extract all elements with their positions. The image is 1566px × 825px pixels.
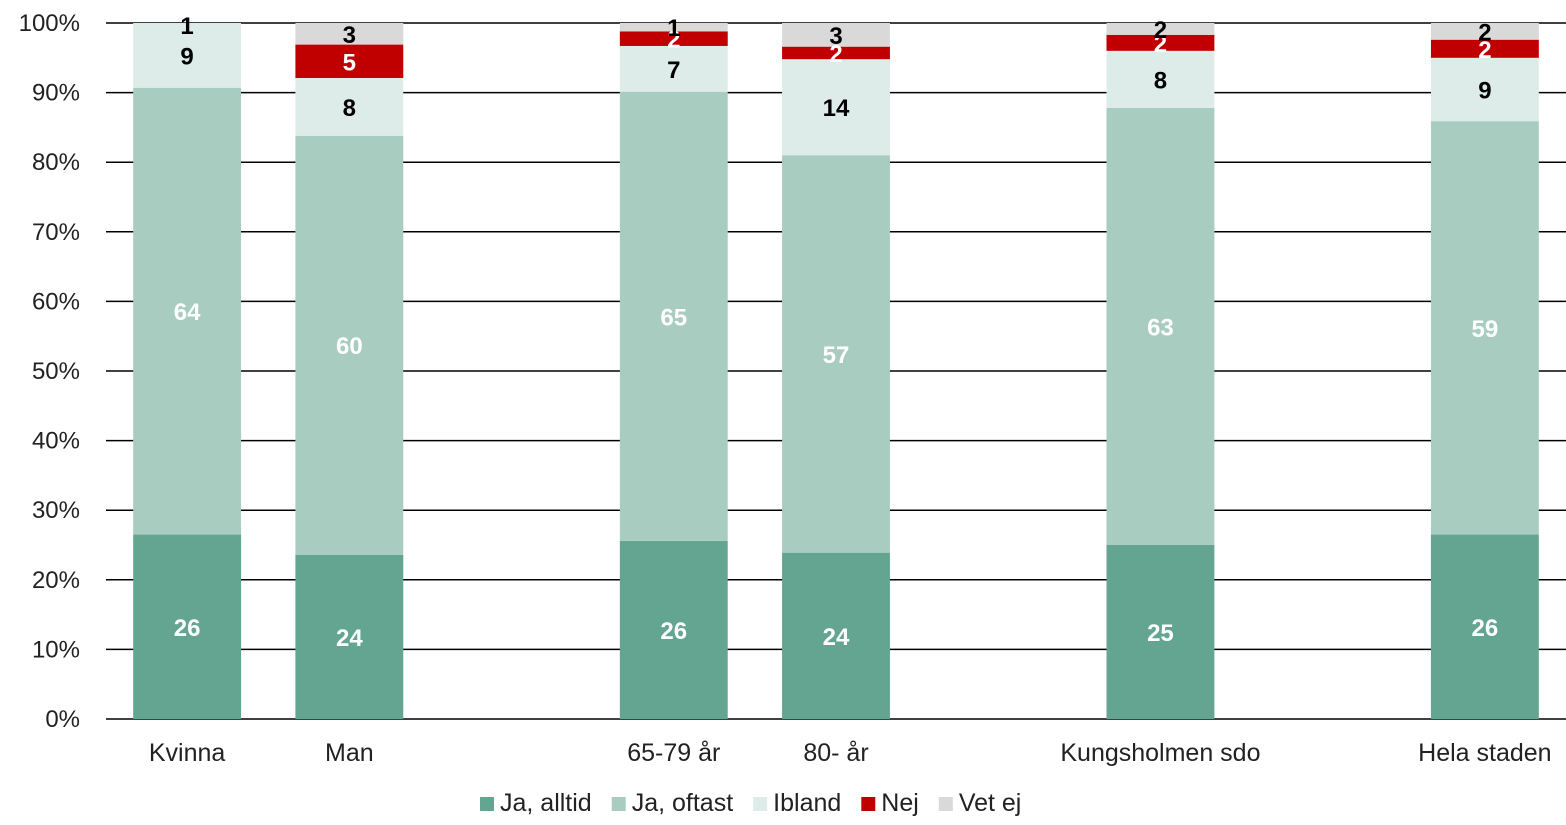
- bar-segment: [619, 23, 728, 32]
- legend-item: Nej: [861, 789, 919, 817]
- data-label: 24: [336, 625, 363, 652]
- legend-label: Ja, alltid: [500, 789, 592, 817]
- data-labels: 2664912460853266572124571423256382226599…: [174, 13, 1498, 652]
- legend: Ja, alltid Ja, oftast Ibland Nej Vet ej: [480, 789, 1021, 817]
- bar-segment: [133, 87, 242, 535]
- legend-swatch: [611, 797, 626, 811]
- data-label: 8: [1154, 67, 1167, 94]
- bar-segment: [1430, 57, 1539, 122]
- data-label: 2: [1478, 37, 1491, 64]
- legend-label: Vet ej: [959, 789, 1022, 817]
- data-label: 26: [174, 615, 201, 642]
- legend-label: Ja, oftast: [632, 789, 733, 817]
- bar-segment: [295, 23, 404, 45]
- y-tick-label: 30%: [32, 497, 80, 524]
- bar-segment: [1106, 50, 1215, 108]
- data-label: 26: [660, 618, 687, 645]
- data-label: 2: [667, 27, 680, 54]
- y-tick-label: 60%: [32, 288, 80, 315]
- data-label: 2: [1478, 19, 1491, 46]
- bar-segment: [619, 45, 728, 92]
- bars: [133, 23, 1539, 719]
- y-axis-tick-labels: 0% 10% 20% 30% 40% 50% 60% 70% 80% 90% 100%: [19, 10, 80, 733]
- data-label: 2: [1154, 17, 1167, 44]
- bar-segment: [782, 23, 890, 47]
- legend-label: Ibland: [773, 789, 841, 817]
- data-label: 14: [823, 95, 850, 122]
- data-label: 9: [1478, 77, 1491, 104]
- bar-segment: [133, 534, 242, 719]
- bar-segment: [1430, 23, 1539, 40]
- data-label: 1: [180, 13, 193, 40]
- data-label: 8: [343, 95, 356, 122]
- legend-swatch: [938, 797, 953, 811]
- legend-item: Ja, oftast: [611, 789, 733, 817]
- y-tick-label: 10%: [32, 636, 80, 663]
- legend-item: Ja, alltid: [480, 789, 592, 817]
- legend-swatch: [753, 797, 768, 811]
- data-label: 2: [1154, 31, 1167, 58]
- bar-segment: [1430, 534, 1539, 719]
- data-label: 9: [180, 43, 193, 70]
- bar-segment: [1430, 121, 1539, 535]
- data-label: 60: [336, 333, 363, 360]
- data-label: 3: [829, 23, 842, 50]
- x-category-label: Kvinna: [149, 739, 226, 767]
- bar-segment: [782, 59, 890, 156]
- y-tick-label: 40%: [32, 428, 80, 455]
- data-label: 2: [829, 41, 842, 68]
- x-category-label: Kungsholmen sdo: [1060, 739, 1260, 767]
- legend-swatch: [861, 797, 876, 811]
- bar-segment: [619, 540, 728, 719]
- data-label: 26: [1472, 615, 1499, 642]
- bar-segment: [295, 77, 404, 136]
- y-tick-label: 70%: [32, 219, 80, 246]
- data-label: 24: [823, 624, 850, 651]
- bar-segment: [295, 44, 404, 78]
- data-label: 65: [660, 304, 687, 331]
- x-category-label: 80- år: [803, 739, 868, 767]
- bar-segment: [295, 135, 404, 555]
- bar-segment: [1106, 23, 1215, 35]
- bar-segment: [1106, 107, 1215, 546]
- x-category-label: 65-79 år: [627, 739, 720, 767]
- data-label: 3: [343, 22, 356, 49]
- y-tick-label: 90%: [32, 80, 80, 107]
- data-label: 7: [667, 57, 680, 84]
- legend-item: Vet ej: [938, 789, 1022, 817]
- x-category-label: Man: [325, 739, 374, 767]
- x-category-label: Hela staden: [1418, 739, 1551, 767]
- legend-label: Nej: [881, 789, 919, 817]
- bar-segment: [782, 46, 890, 60]
- bar-segment: [1430, 39, 1539, 58]
- data-label: 5: [343, 49, 356, 76]
- bar-segment: [1106, 34, 1215, 51]
- bar-segment: [295, 554, 404, 719]
- bar-segment: [782, 552, 890, 719]
- bar-segment: [133, 23, 242, 88]
- data-label: 63: [1147, 314, 1174, 341]
- data-label: 64: [174, 299, 201, 326]
- data-label: 25: [1147, 620, 1174, 647]
- bar-segment: [1106, 545, 1215, 719]
- y-tick-label: 0%: [45, 706, 80, 733]
- bar-segment: [619, 91, 728, 541]
- legend-swatch: [480, 797, 494, 811]
- data-label: 57: [823, 342, 850, 369]
- bar-segment: [619, 31, 728, 46]
- y-tick-label: 80%: [32, 149, 80, 176]
- data-label: 1: [667, 15, 680, 42]
- y-tick-label: 50%: [32, 358, 80, 385]
- y-tick-label: 20%: [32, 567, 80, 594]
- bar-segment: [782, 155, 890, 553]
- x-axis-category-labels: Kvinna Man 65-79 år 80- år Kungsholmen sdo He…: [149, 739, 1552, 767]
- data-label: 59: [1472, 316, 1499, 343]
- legend-item: Ibland: [753, 789, 841, 817]
- y-tick-label: 100%: [19, 10, 80, 37]
